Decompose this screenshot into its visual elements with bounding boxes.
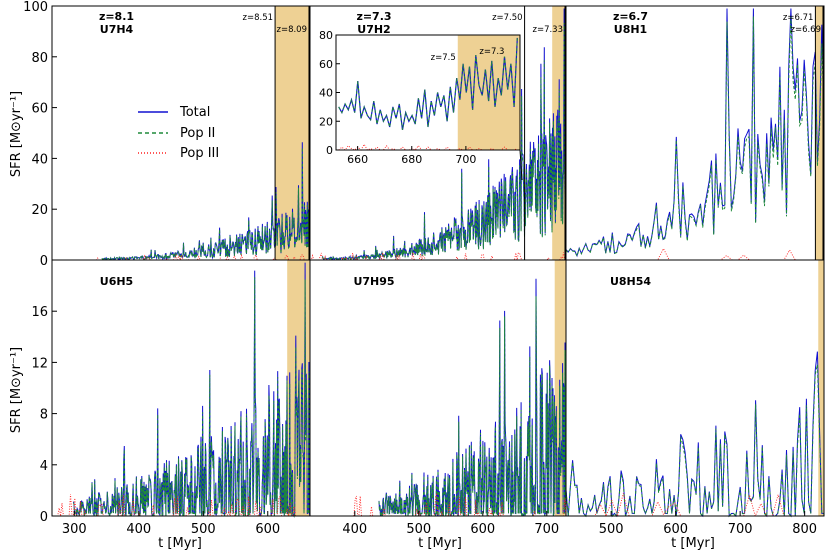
ytick-label: 60 [31, 102, 48, 117]
inset-ytick-label: 0 [326, 144, 333, 157]
xtick-label: 600 [470, 522, 495, 537]
legend-label-pop3: Pop III [180, 146, 219, 161]
inset-chart: 0 20 40 60 80 660 680 700 z=7.5 z=7.3 [319, 29, 523, 181]
inset-ytick-label: 20 [319, 115, 333, 128]
redshift-band [554, 260, 566, 516]
ytick-label: 8 [40, 408, 48, 423]
legend-label-total: Total [179, 105, 210, 120]
series-pop2 [565, 16, 825, 258]
ytick-label: 0 [40, 254, 48, 269]
xtick-label: 500 [406, 522, 431, 537]
ylabel-top: SFR [M⊙yr⁻¹] [9, 91, 24, 177]
panel-subtitle: U8H54 [610, 275, 651, 288]
ytick-label: 100 [23, 0, 48, 15]
ytick-label: 12 [31, 356, 48, 371]
panel-background [566, 260, 824, 516]
redshift-mark-label: z=6.69 [790, 25, 821, 35]
xtick-label: 700 [534, 522, 559, 537]
ytick-label: 16 [31, 305, 48, 320]
inset-series-pop2 [338, 37, 518, 130]
ytick-label: 4 [40, 459, 48, 474]
xtick-label: 400 [126, 522, 151, 537]
legend-background [128, 98, 238, 164]
panel-subtitle: U7H4 [100, 23, 134, 36]
xlabel-left: t [Myr] [158, 536, 202, 551]
legend: Total Pop II Pop III [128, 98, 238, 164]
redshift-mark-label: z=7.50 [492, 13, 523, 23]
inset-ytick-label: 60 [319, 58, 333, 71]
inset-xtick-label: 680 [401, 153, 422, 166]
inset-xtick-label: 700 [455, 153, 476, 166]
inset-series-pop3 [338, 143, 518, 151]
series-pop2 [565, 364, 824, 518]
inset-redshift-label: z=7.5 [431, 53, 456, 63]
xtick-label: 600 [663, 522, 688, 537]
inset-ytick-label: 40 [319, 87, 333, 100]
series-total [565, 351, 824, 518]
redshift-mark-label: z=8.09 [276, 25, 307, 35]
xtick-label: 300 [62, 522, 87, 537]
panel-subtitle: U6H5 [100, 275, 133, 288]
panel-bottom-right: U8H54 500 600 700 800 [565, 259, 825, 537]
panel-title: z=8.1 [99, 10, 134, 23]
xtick-label: 700 [728, 522, 753, 537]
xtick-label: 500 [191, 522, 216, 537]
legend-label-pop2: Pop II [180, 126, 215, 141]
panel-subtitle: U7H95 [353, 275, 394, 288]
series-pop2 [378, 296, 567, 517]
series-pop2 [322, 22, 567, 262]
xtick-label: 600 [255, 522, 280, 537]
xlabel-middle: t [Myr] [418, 536, 462, 551]
panel-bottom-left: U6H5 0 4 8 12 16 300 400 500 600 [31, 259, 311, 537]
ytick-label: 20 [31, 203, 48, 218]
inset-ytick-label: 80 [319, 29, 333, 42]
inset-layer: 0 20 40 60 80 660 680 700 z=7.5 z=7.3 [319, 29, 523, 181]
panel-title: z=7.3 [356, 10, 391, 23]
inset-redshift-label: z=7.3 [479, 47, 504, 57]
redshift-mark-label: z=7.33 [532, 25, 563, 35]
redshift-mark-label: z=8.51 [243, 13, 274, 23]
xtick-label: 500 [599, 522, 624, 537]
inset-xtick-label: 660 [347, 153, 368, 166]
xlabel-right: t [Myr] [671, 536, 715, 551]
redshift-mark-label: z=6.71 [783, 13, 814, 23]
xtick-label: 800 [792, 522, 817, 537]
xtick-label: 400 [342, 522, 367, 537]
panel-frame [565, 259, 825, 517]
redshift-band [818, 260, 824, 516]
panel-bottom-middle: U7H95 400 500 600 700 [309, 259, 567, 537]
ytick-label: 0 [40, 510, 48, 525]
panel-subtitle: U8H1 [614, 23, 647, 36]
inset-connector [519, 149, 523, 181]
panel-subtitle: U7H2 [357, 23, 390, 36]
ytick-label: 80 [31, 51, 48, 66]
series-pop2 [72, 277, 311, 518]
panel-title: z=6.7 [613, 10, 648, 23]
ylabel-bottom: SFR [M⊙yr⁻¹] [9, 347, 24, 433]
ytick-label: 40 [31, 152, 48, 167]
